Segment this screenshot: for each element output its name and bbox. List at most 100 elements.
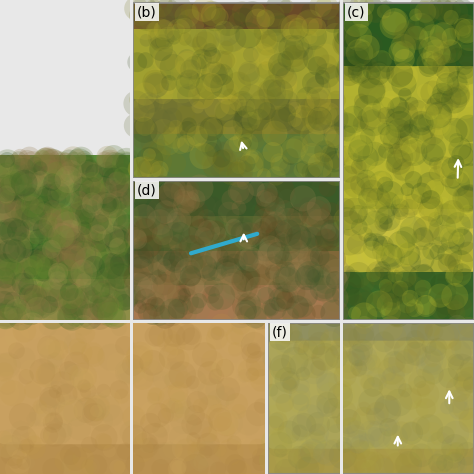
Point (408, 100, 415, 108)
Point (53, 165, 60, 173)
Point (119, 172, 127, 180)
Point (249, 187, 257, 195)
Point (408, 306, 415, 313)
Point (380, 338, 388, 346)
Point (314, 101, 322, 109)
Point (4, 225, 11, 232)
Point (198, 228, 205, 236)
Point (361, 354, 368, 362)
Point (301, 352, 308, 360)
Point (54, 284, 62, 292)
Point (61, 173, 68, 181)
Point (48, 312, 56, 320)
Point (242, 307, 250, 314)
Point (343, 215, 351, 222)
Point (27, 292, 34, 299)
Point (298, 383, 306, 390)
Point (19, 280, 27, 288)
Point (207, 291, 215, 299)
Point (239, 79, 246, 87)
Point (330, 158, 338, 165)
Point (316, 93, 323, 101)
Point (51, 209, 59, 217)
Point (427, 196, 435, 203)
Point (109, 171, 116, 179)
Point (217, 273, 225, 281)
Point (57, 267, 64, 275)
Point (134, 433, 141, 441)
Point (179, 407, 187, 415)
Point (403, 186, 411, 193)
Point (316, 429, 323, 437)
Point (247, 94, 255, 102)
Point (3, 383, 11, 390)
Point (84, 189, 92, 197)
Point (467, 252, 474, 260)
Point (149, 138, 157, 146)
Point (182, 457, 189, 465)
Point (370, 271, 377, 279)
Point (77, 169, 84, 177)
Point (241, 97, 248, 104)
Point (69, 155, 77, 163)
Point (116, 200, 123, 207)
Point (81, 155, 88, 163)
Point (197, 460, 204, 467)
Point (384, 214, 392, 222)
Point (372, 413, 379, 420)
Point (221, 158, 229, 166)
Point (402, 234, 410, 241)
Point (3, 156, 11, 164)
Point (44, 155, 51, 163)
Point (213, 335, 220, 342)
Point (277, 389, 285, 397)
Point (305, 264, 312, 271)
Point (359, 294, 366, 302)
Point (239, 180, 247, 187)
Point (114, 310, 121, 318)
Point (247, 51, 255, 58)
Point (102, 291, 109, 298)
Point (209, 219, 216, 227)
Point (258, 402, 265, 410)
Point (310, 367, 318, 374)
Point (231, 332, 238, 340)
Point (280, 225, 287, 233)
Point (395, 128, 402, 136)
Point (380, 464, 388, 471)
Point (192, 132, 200, 139)
Point (107, 208, 115, 215)
Point (251, 307, 259, 314)
Bar (268, 376, 474, 421)
Point (59, 214, 66, 221)
Point (307, 329, 314, 337)
Point (114, 196, 121, 204)
Point (406, 130, 413, 138)
Point (331, 130, 338, 137)
Point (299, 114, 306, 122)
Point (113, 234, 120, 241)
Point (60, 233, 68, 240)
Point (320, 355, 328, 362)
Point (4, 306, 12, 313)
Point (449, 203, 456, 211)
Point (422, 301, 429, 309)
Point (181, 35, 189, 43)
Point (71, 372, 79, 380)
Point (134, 96, 142, 103)
Point (188, 332, 195, 340)
Point (146, 298, 154, 306)
Point (271, 422, 278, 429)
Point (439, 32, 447, 39)
Point (442, 87, 449, 95)
Point (319, 212, 326, 219)
Point (134, 253, 141, 261)
Point (28, 234, 36, 242)
Point (68, 294, 75, 302)
Point (425, 371, 432, 379)
Point (168, 29, 176, 37)
Point (178, 188, 186, 195)
Point (101, 241, 109, 248)
Point (464, 46, 472, 53)
Point (405, 36, 413, 44)
